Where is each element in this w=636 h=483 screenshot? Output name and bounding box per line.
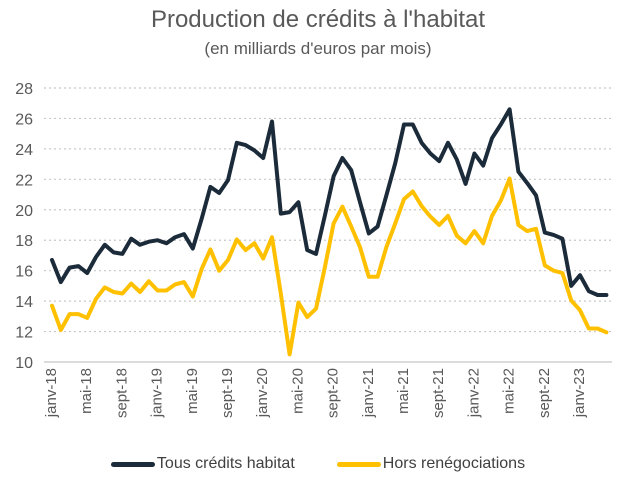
- x-tick-label: janv-21: [360, 368, 377, 418]
- chart-subtitle: (en milliards d'euros par mois): [204, 39, 432, 58]
- y-tick-label: 24: [15, 142, 33, 159]
- legend-item-hors-renegociations: Hors renégociations: [336, 455, 526, 473]
- x-tick-label: mai-21: [395, 368, 412, 414]
- series-line-tous-credits-habitat: [50, 107, 609, 297]
- y-tick-label: 14: [15, 294, 33, 311]
- chart-title: Production de crédits à l'habitat: [150, 6, 486, 33]
- x-tick-label: janv-18: [43, 368, 60, 418]
- y-tick-label: 18: [15, 233, 33, 250]
- x-tick-label: sept-19: [219, 368, 236, 418]
- x-tick-label: sept-18: [113, 368, 130, 418]
- x-tick-label: sept-21: [430, 368, 447, 418]
- x-tick-label: sept-22: [536, 368, 553, 418]
- x-tick-label: sept-20: [325, 368, 342, 418]
- y-tick-label: 22: [15, 172, 33, 189]
- y-tick-label: 16: [15, 264, 33, 281]
- legend-label: Tous crédits habitat: [156, 455, 295, 472]
- x-tick-label: janv-22: [465, 368, 482, 418]
- y-tick-label: 10: [15, 355, 33, 372]
- x-tick-label: janv-23: [571, 368, 588, 418]
- legend-item-tous-credits: Tous crédits habitat: [110, 455, 295, 473]
- series-line-hors-renegociations: [50, 176, 609, 357]
- y-tick-label: 20: [15, 203, 33, 220]
- x-tick-label: mai-22: [501, 368, 518, 414]
- x-tick-label: janv-19: [149, 368, 166, 418]
- x-tick-label: mai-20: [289, 368, 306, 414]
- y-tick-label: 26: [15, 111, 33, 128]
- legend-swatch: [110, 461, 155, 467]
- x-tick-label: mai-18: [78, 368, 95, 414]
- y-tick-label: 28: [15, 81, 33, 98]
- legend-swatch: [336, 461, 381, 467]
- legend-label: Hors renégociations: [382, 455, 526, 472]
- legend: Tous crédits habitat Hors renégociations: [0, 455, 636, 473]
- x-tick-label: janv-20: [254, 368, 271, 418]
- x-tick-label: mai-19: [184, 368, 201, 414]
- y-tick-label: 12: [15, 325, 33, 342]
